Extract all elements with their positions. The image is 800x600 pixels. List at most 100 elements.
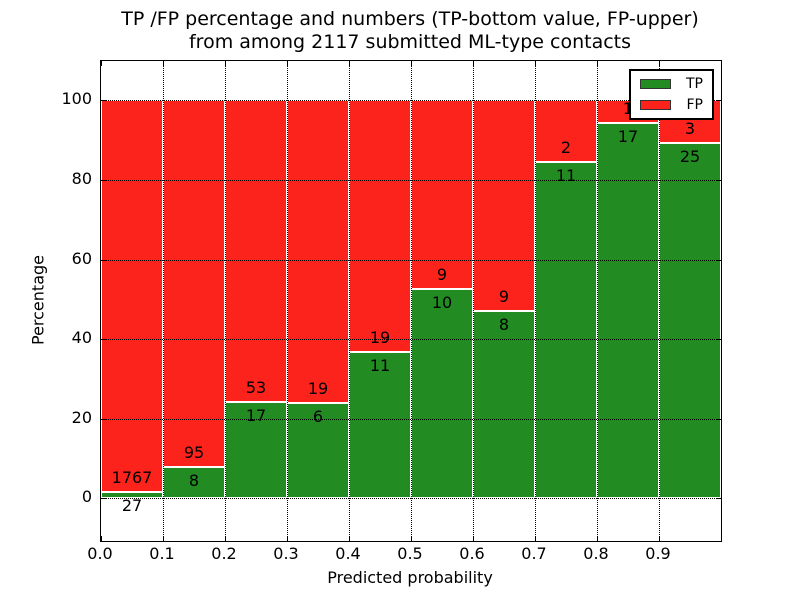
y-tick-label: 20 — [71, 407, 92, 427]
x-axis-label: Predicted probability — [327, 568, 493, 587]
tp-count-label: 25 — [679, 147, 701, 167]
fp-count-label: 1 — [622, 98, 634, 118]
tp-count-label: 11 — [369, 356, 391, 376]
tp-bar-segment — [287, 402, 349, 499]
x-tick-mark — [225, 61, 226, 66]
v-gridline — [473, 61, 474, 541]
x-tick-label: 0.0 — [87, 544, 113, 563]
y-tick-mark — [101, 180, 106, 181]
fp-legend-swatch — [640, 100, 671, 110]
v-gridline — [411, 61, 412, 541]
x-tick-label: 0.3 — [273, 544, 299, 563]
x-tick-mark — [163, 536, 164, 541]
x-tick-mark — [287, 61, 288, 66]
x-tick-mark — [349, 61, 350, 66]
tp-count-label: 17 — [245, 405, 267, 425]
y-tick-label: 60 — [71, 248, 92, 268]
fp-bar-segment — [535, 100, 597, 162]
y-tick-mark — [101, 498, 106, 500]
plot-area: 1767 27 95 8 53 17 19 6 19 11 9 10 9 8 2 11 1 17 3 25 TP FP — [100, 60, 722, 542]
x-tick-mark — [535, 61, 536, 66]
tp-count-label: 11 — [555, 165, 577, 185]
y-tick-mark — [716, 498, 721, 500]
chart-title-line1: TP /FP percentage and numbers (TP-bottom… — [121, 8, 699, 30]
fp-bar-segment — [411, 100, 473, 289]
legend-item-fp: FP — [640, 98, 703, 112]
y-tick-mark — [716, 180, 721, 181]
x-tick-mark — [101, 61, 102, 66]
fp-count-label: 53 — [245, 377, 267, 397]
tp-count-label: 6 — [312, 406, 324, 426]
fp-count-label: 9 — [436, 264, 448, 284]
y-tick-mark — [716, 259, 721, 261]
v-gridline — [659, 61, 660, 541]
fp-count-label: 1767 — [111, 468, 153, 488]
tp-count-label: 27 — [121, 496, 143, 516]
tp-legend-label: TP — [686, 76, 703, 92]
fp-legend-label: FP — [686, 97, 704, 113]
fp-bar-segment — [287, 100, 349, 403]
v-gridline — [535, 61, 536, 541]
x-tick-label: 0.9 — [645, 544, 671, 563]
x-tick-mark — [411, 536, 412, 541]
x-tick-mark — [101, 536, 102, 541]
y-tick-label: 100 — [61, 89, 92, 109]
x-tick-mark — [597, 536, 598, 541]
x-tick-mark — [659, 61, 660, 66]
tp-legend-swatch — [640, 79, 671, 89]
y-tick-label: 80 — [71, 169, 92, 188]
y-tick-mark — [716, 418, 721, 420]
tp-bar-segment — [101, 492, 163, 499]
y-tick-label: 40 — [71, 328, 92, 348]
x-tick-label: 0.5 — [397, 544, 423, 563]
fp-bar-segment — [349, 100, 411, 353]
v-gridline — [163, 61, 164, 541]
tp-bar-segment — [349, 352, 411, 499]
x-tick-mark — [597, 61, 598, 66]
legend: TP FP — [629, 69, 714, 120]
fp-bar-segment — [101, 100, 163, 493]
y-tick-mark — [101, 339, 106, 341]
y-tick-mark — [101, 418, 106, 420]
x-tick-label: 0.4 — [335, 544, 361, 563]
tp-bar-segment — [163, 467, 225, 499]
y-tick-mark — [101, 259, 106, 261]
fp-count-label: 19 — [369, 328, 391, 348]
x-tick-mark — [411, 61, 412, 66]
fp-bar-segment — [473, 100, 535, 312]
x-tick-mark — [225, 536, 226, 541]
x-tick-label: 0.8 — [583, 544, 609, 563]
fp-count-label: 2 — [560, 137, 572, 157]
fp-count-label: 9 — [498, 287, 510, 307]
tp-bar-segment — [411, 288, 473, 499]
fp-count-label: 95 — [183, 443, 205, 463]
x-tick-label: 0.7 — [521, 544, 547, 563]
tp-bar-segment — [597, 122, 659, 499]
fp-count-label: 19 — [307, 378, 329, 398]
x-tick-label: 0.6 — [459, 544, 485, 563]
y-tick-mark — [716, 339, 721, 341]
tp-count-label: 8 — [188, 471, 200, 491]
x-tick-mark — [349, 536, 350, 541]
legend-item-tp: TP — [640, 77, 703, 91]
v-gridline — [225, 61, 226, 541]
x-tick-label: 0.1 — [149, 544, 175, 563]
x-tick-mark — [659, 536, 660, 541]
chart-title: TP /FP percentage and numbers (TP-bottom… — [100, 8, 720, 54]
x-tick-mark — [473, 536, 474, 541]
x-tick-mark — [163, 61, 164, 66]
v-gridline — [287, 61, 288, 541]
fp-bar-segment — [163, 100, 225, 468]
y-tick-mark — [716, 100, 721, 102]
tp-count-label: 17 — [617, 126, 639, 146]
tp-bar-segment — [535, 161, 597, 499]
chart-title-line2: from among 2117 submitted ML-type contac… — [188, 31, 632, 53]
tp-count-label: 8 — [498, 315, 510, 335]
x-tick-mark — [535, 536, 536, 541]
fp-count-label: 3 — [684, 119, 696, 139]
x-tick-label: 0.2 — [211, 544, 237, 563]
x-tick-mark — [287, 536, 288, 541]
y-tick-mark — [101, 100, 106, 102]
v-gridline — [597, 61, 598, 541]
